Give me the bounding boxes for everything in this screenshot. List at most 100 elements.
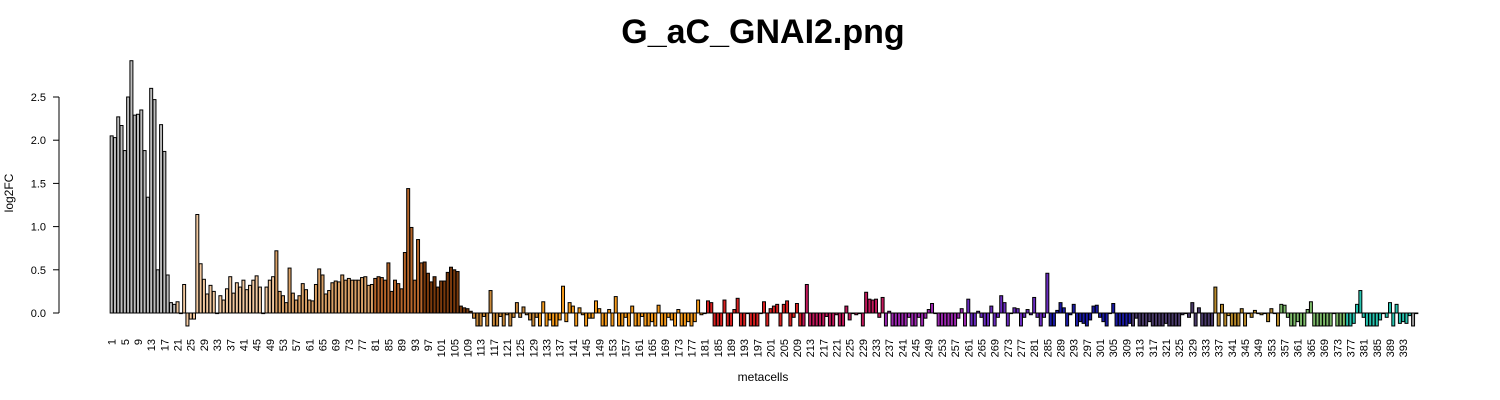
bar-297 (1084, 312, 1089, 327)
bar-107 (458, 305, 463, 314)
bar-217 (821, 312, 826, 327)
bar-316 (1147, 312, 1152, 323)
x-tick-label: 289 (1056, 339, 1068, 357)
bar-319 (1157, 312, 1162, 327)
x-tick-labels: 1 5 9 13 17 21 25 29 33 37 41 45 49 53 57 61 65 69 73 77 81 8… (107, 339, 1411, 357)
bar-10 (139, 109, 144, 314)
bar-102 (442, 280, 447, 314)
bar-273 (1005, 312, 1010, 327)
bar-33 (215, 312, 220, 315)
bar-162 (640, 312, 645, 317)
bar-259 (959, 308, 964, 314)
bar-134 (547, 312, 552, 321)
bar-267 (986, 312, 991, 327)
bar-176 (686, 312, 691, 323)
bar-64 (317, 268, 322, 314)
x-tick-label: 57 (291, 339, 303, 351)
bar-16 (159, 124, 164, 314)
bar-159 (630, 305, 635, 314)
bar-194 (745, 312, 750, 315)
bar-49 (267, 279, 272, 314)
x-tick-label: 217 (818, 339, 830, 357)
bar-45 (254, 275, 259, 314)
bar-60 (304, 289, 309, 314)
bar-75 (353, 279, 358, 314)
bar-157 (623, 312, 628, 318)
bar-337 (1216, 312, 1221, 327)
bar-43 (248, 284, 253, 314)
x-tick-label: 233 (871, 339, 883, 357)
y-tick-label: 2.5 (31, 92, 46, 104)
bar-344 (1239, 308, 1244, 314)
x-tick-label: 165 (647, 339, 659, 357)
bar-330 (1193, 312, 1198, 327)
x-tick-label: 69 (331, 339, 343, 351)
x-tick-label: 229 (858, 339, 870, 357)
x-tick-label: 357 (1280, 339, 1292, 357)
bar-363 (1302, 312, 1307, 327)
bar-160 (633, 312, 638, 327)
bar-325 (1177, 312, 1182, 327)
bar-48 (264, 286, 269, 314)
bar-366 (1312, 312, 1317, 327)
bar-382 (1364, 312, 1369, 327)
x-tick-label: 77 (357, 339, 369, 351)
bar-161 (636, 312, 641, 327)
x-tick-label: 121 (502, 339, 514, 357)
bar-156 (620, 312, 625, 327)
bar-113 (478, 312, 483, 327)
bar-167 (656, 304, 661, 314)
x-tick-label: 281 (1029, 339, 1041, 357)
bar-31 (208, 284, 213, 314)
x-tick-label: 49 (265, 339, 277, 351)
bar-212 (804, 283, 809, 314)
bar-165 (650, 312, 654, 323)
bar-18 (165, 274, 170, 314)
bar-7 (129, 60, 134, 314)
x-tick-label: 257 (950, 339, 962, 357)
bar-392 (1397, 312, 1402, 324)
bar-37 (228, 276, 233, 314)
bar-298 (1088, 312, 1093, 321)
bar-133 (544, 312, 549, 327)
bar-191 (735, 297, 740, 314)
bar-395 (1407, 312, 1412, 317)
bar-136 (554, 312, 559, 327)
bar-50 (271, 276, 276, 314)
bar-274 (1009, 312, 1014, 315)
bar-174 (679, 312, 684, 327)
bar-306 (1114, 312, 1119, 327)
bar-71 (340, 274, 345, 314)
bar-106 (455, 271, 460, 314)
bar-189 (729, 312, 734, 327)
bar-310 (1127, 312, 1132, 324)
bar-30 (205, 293, 210, 314)
bar-260 (962, 312, 967, 327)
bar-57 (294, 299, 299, 314)
bar-311 (1131, 312, 1135, 327)
bar-336 (1213, 286, 1218, 314)
x-tick-label: 365 (1306, 339, 1318, 357)
bar-296 (1081, 312, 1086, 324)
bar-168 (659, 312, 664, 327)
bar-342 (1233, 312, 1238, 327)
bar-210 (798, 312, 803, 327)
bar-219 (827, 312, 832, 327)
bar-27 (195, 214, 200, 314)
bar-14 (152, 99, 157, 314)
x-tick-label: 337 (1214, 339, 1226, 357)
bar-346 (1246, 312, 1251, 315)
bar-137 (557, 312, 562, 321)
x-tick-label: 193 (739, 339, 751, 357)
bar-1 (109, 135, 114, 314)
bar-59 (300, 283, 305, 314)
bar-223 (841, 312, 846, 327)
bar-24 (185, 312, 190, 327)
bar-341 (1229, 312, 1234, 327)
bar-203 (775, 303, 780, 314)
x-tick-label: 353 (1266, 339, 1278, 357)
bar-6 (126, 96, 131, 314)
bar-286 (1048, 312, 1053, 327)
